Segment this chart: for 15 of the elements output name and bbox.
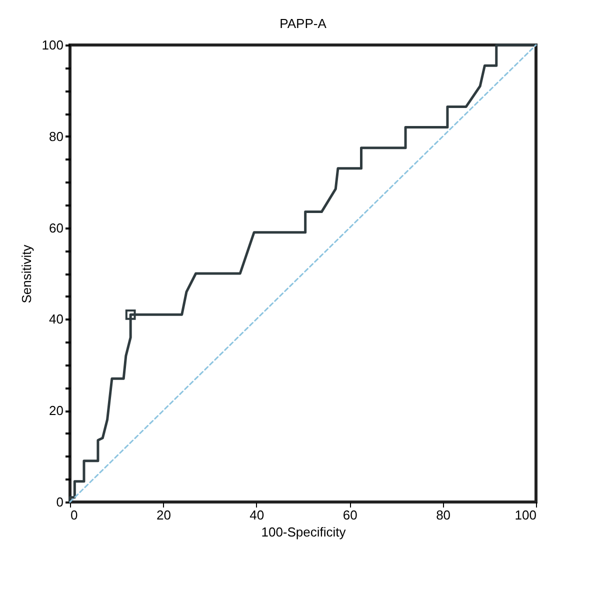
x-axis-title: 100-Specificity: [261, 524, 346, 540]
x-tick-label: 80: [436, 508, 451, 522]
y-tick-label: 0: [56, 494, 64, 510]
y-tick-label: 60: [49, 220, 64, 236]
x-tick-label: 0: [70, 508, 78, 522]
x-tick-label: 40: [250, 508, 264, 522]
x-tick-label: 100: [514, 508, 536, 522]
y-axis-title: Sensitivity: [18, 244, 34, 304]
chart-title: PAPP-A: [280, 16, 327, 31]
x-tick-label: 20: [156, 508, 171, 522]
y-tick-label: 20: [49, 403, 64, 418]
y-tick-label: 100: [42, 38, 64, 52]
y-tick-label: 80: [49, 128, 64, 144]
y-tick-label: 40: [49, 312, 64, 327]
x-tick-label: 60: [342, 508, 358, 522]
